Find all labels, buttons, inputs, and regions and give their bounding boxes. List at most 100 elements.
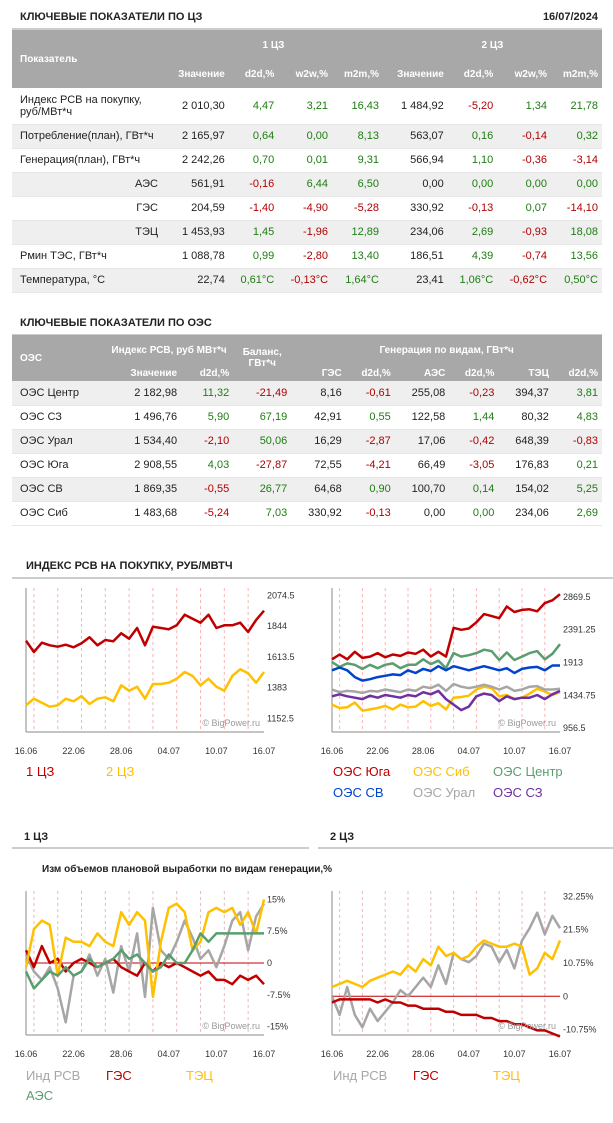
table-cell: 6,44 [306, 178, 329, 190]
series-line [331, 682, 561, 695]
col-group-2cz: 2 ЦЗ [382, 30, 602, 60]
x-tick-label: 22.06 [62, 1049, 85, 1059]
table-cell: -5,28 [353, 202, 379, 214]
table-cell: 1,44 [472, 411, 495, 423]
table-cell: 0,55 [369, 411, 391, 423]
chart-gen-1cz: 15% 7.5% 0 -7.5% -15% 16.06 22.06 28.06 04.07 10.… [15, 891, 291, 1059]
table-cell: 0,99 [252, 250, 275, 262]
table-cell: 80,32 [521, 411, 549, 423]
legend-tec: ТЭЦ [186, 1068, 213, 1083]
table-cell: -0,55 [204, 483, 230, 495]
table-cell: 561,91 [191, 178, 225, 190]
y-tick-label: 10.75% [563, 958, 594, 968]
table-cell: -2,87 [365, 435, 391, 447]
series-line [330, 911, 562, 1029]
table-cell: 186,51 [410, 250, 444, 262]
x-tick-label: 22.06 [366, 1049, 389, 1059]
table-cell: 8,16 [320, 386, 342, 399]
table-cell: 4,83 [576, 411, 598, 423]
table-cell: 330,92 [410, 202, 444, 214]
table-cell: 0,00 [423, 507, 446, 519]
series-line [331, 593, 561, 661]
table-cell: 1,64°C [345, 274, 379, 286]
y-tick-label: 2391.25 [563, 625, 596, 635]
table-cell: 8,13 [357, 130, 379, 142]
col-header: d2d,% [181, 365, 234, 381]
legend-label: 1 ЦЗ [26, 764, 55, 779]
table-cell: -4,90 [302, 202, 329, 214]
col-header: d2d,% [552, 365, 602, 381]
x-tick-label: 04.07 [458, 746, 481, 756]
table-cell: 4,47 [252, 99, 275, 112]
oes-indicators-table: ОЭС Индекс РСВ, руб МВт*ч Баланс, ГВт*ч … [12, 335, 602, 526]
table-cell: 0,21 [576, 459, 598, 471]
row-label: Потребление(план), ГВт*ч [20, 130, 154, 142]
table-cell: 67,19 [259, 411, 288, 423]
y-tick-label: -15% [267, 1022, 288, 1032]
table-cell: 0,90 [369, 483, 391, 495]
x-tick-label: 04.07 [158, 1049, 181, 1059]
table-cell: -0,23 [469, 386, 495, 399]
row-label: ГЭС [136, 202, 158, 214]
row-label: АЭС [135, 178, 158, 190]
table-cell: 2,69 [576, 507, 598, 519]
series-line [331, 998, 561, 1038]
table-cell: 0,64 [252, 130, 275, 142]
legend-oes-sib: ОЭС Сиб [413, 764, 470, 779]
table-cell: 3,81 [576, 386, 598, 399]
table-cell: 21,78 [570, 99, 598, 112]
series-line [331, 939, 562, 989]
x-tick-label: 22.06 [366, 746, 389, 756]
table-cell: 0,61°C [240, 274, 275, 286]
table-cell: 12,89 [351, 226, 379, 238]
table-cell: 22,74 [197, 274, 225, 286]
table-cell: 1,45 [252, 226, 275, 238]
table-cell: -27,87 [256, 459, 288, 471]
table-row: ОЭС Урал 1 534,40 -2,10 50,06 16,29 -2,87 17,0… [12, 429, 602, 453]
x-tick-label: 04.07 [158, 746, 181, 756]
table-cell: 394,37 [515, 386, 549, 399]
table-cell: -2,80 [302, 250, 329, 262]
table-cell: 13,40 [351, 250, 379, 262]
table-row: ОЭС Юга 2 908,55 4,03 -27,87 72,55 -4,21 66,49… [12, 453, 602, 477]
table-cell: -0,74 [521, 250, 548, 262]
row-label: ОЭС Юга [20, 459, 69, 471]
table-cell: 0,14 [472, 483, 495, 495]
table-cell: 66,49 [417, 459, 446, 471]
legend-oes-sz: ОЭС СЗ [493, 785, 543, 800]
y-tick-label: 0 [563, 991, 568, 1001]
y-tick-label: 15% [267, 894, 285, 904]
table-cell: 0,70 [252, 154, 275, 166]
col-header: ГЭС [291, 365, 346, 381]
y-tick-label: 1152.5 [267, 713, 294, 723]
table-cell: 154,02 [515, 483, 549, 495]
y-tick-label: -10.75% [563, 1025, 597, 1035]
x-tick-label: 16.07 [549, 746, 572, 756]
zone2-title: 2 ЦЗ [318, 831, 613, 849]
row-label: Pмин ТЭС, ГВт*ч [20, 250, 107, 262]
row-label: ОЭС Урал [20, 435, 73, 447]
col-header: d2d,% [228, 60, 279, 88]
y-tick-label: 2869.5 [563, 592, 591, 602]
col-header: Значение [104, 365, 182, 381]
watermark: © BigPower.ru [498, 718, 556, 728]
section-rsv-title: ИНДЕКС РСВ НА ПОКУПКУ, РУБ/МВТЧ [12, 560, 613, 579]
table-cell: -0,13°C [290, 274, 329, 286]
table-cell: 4,03 [207, 459, 230, 471]
legend-1cz: 1 ЦЗ [26, 764, 54, 779]
table-cell: 204,59 [191, 202, 225, 214]
table-cell: 2 908,55 [134, 459, 178, 471]
table-cell: 2 242,26 [181, 154, 225, 166]
series-line [24, 899, 266, 999]
col-balance: Баланс, ГВт*ч [233, 335, 292, 381]
x-tick-label: 16.06 [321, 1049, 344, 1059]
table-cell: -0,13 [468, 202, 494, 214]
table-cell: 100,70 [411, 483, 446, 495]
table-cell: 1 534,40 [134, 435, 178, 447]
table-cell: 234,06 [410, 226, 444, 238]
x-tick-label: 28.06 [412, 746, 435, 756]
table-cell: 255,08 [411, 386, 446, 399]
chart-rsv-zones: 2074.5 1844 1613.5 1383 1152.5 16.06 22.06 28.0… [15, 588, 295, 756]
table-row: ОЭС СЗ 1 496,76 5,90 67,19 42,91 0,55 122,58 1,… [12, 405, 602, 429]
table-cell: 1,10 [471, 154, 494, 166]
